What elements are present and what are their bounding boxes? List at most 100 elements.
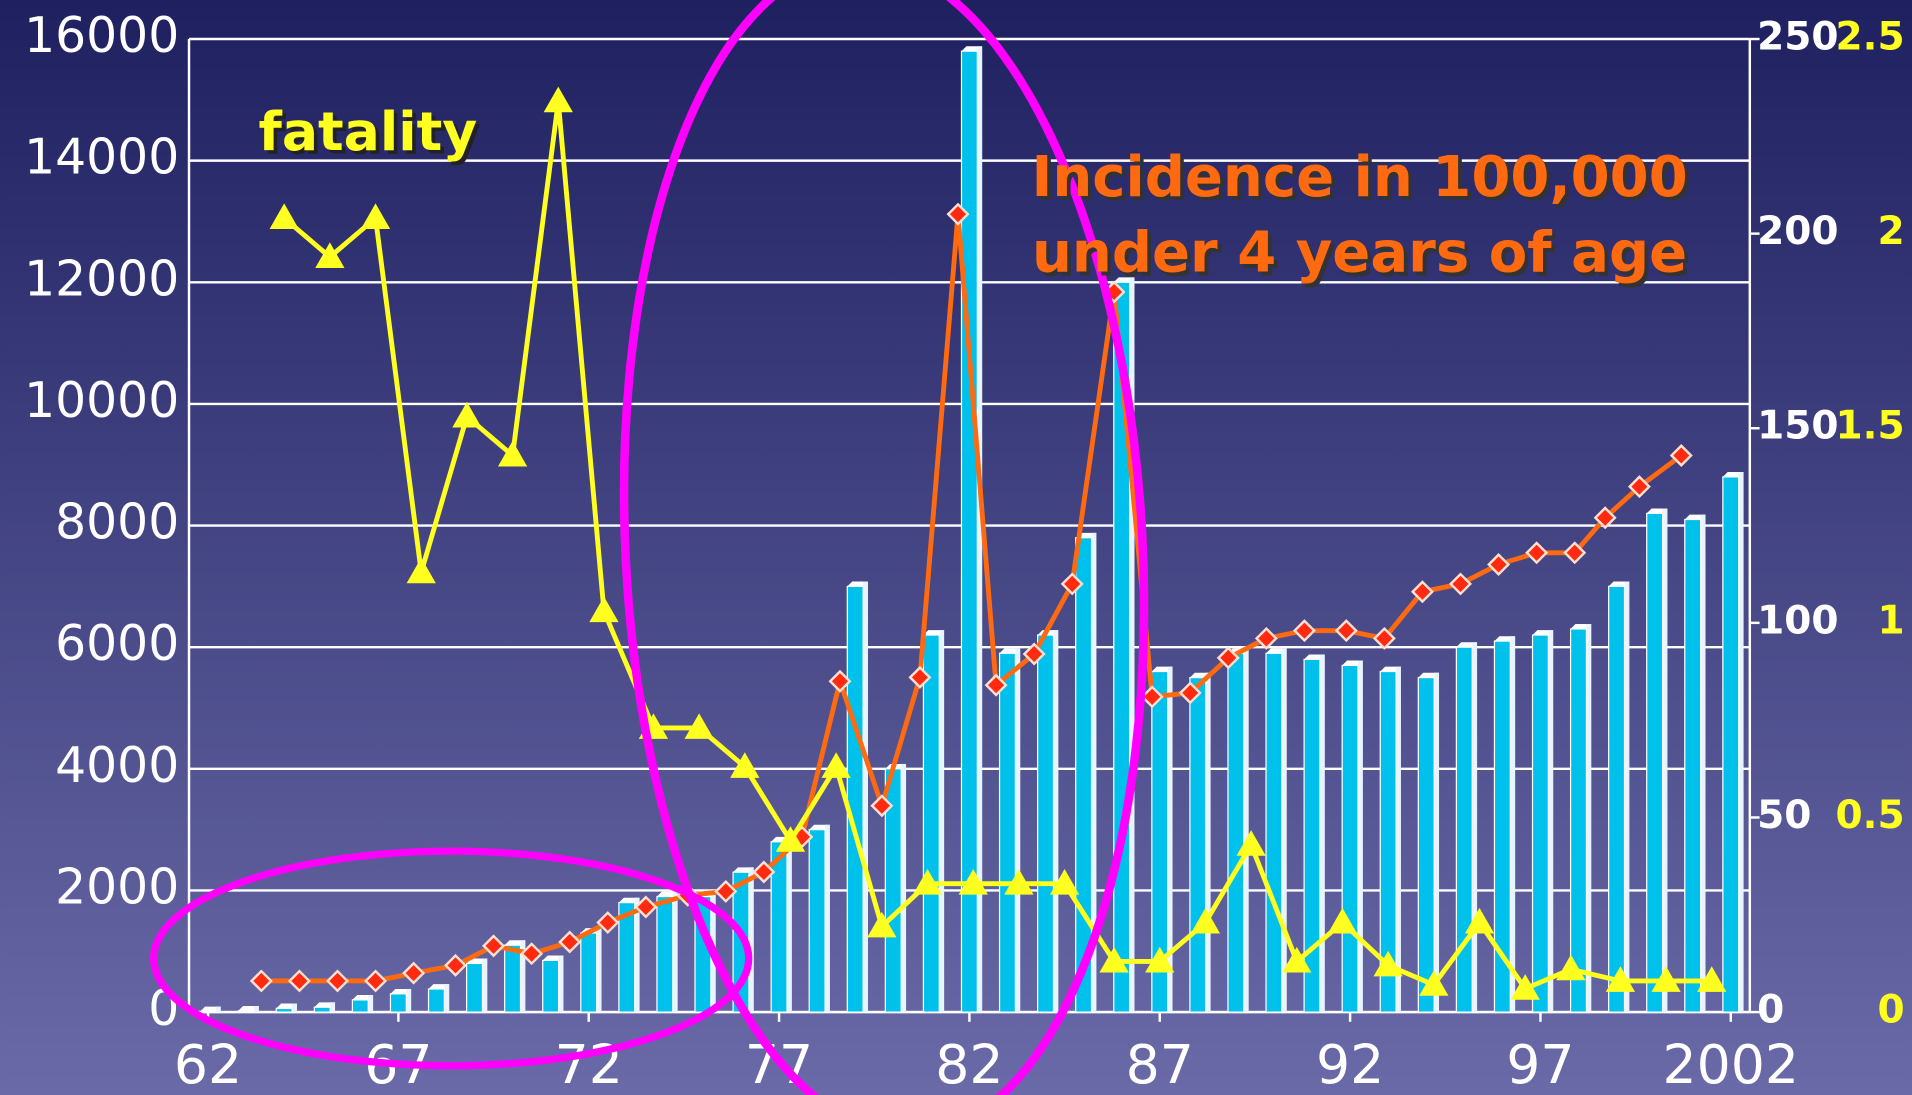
bar-side <box>1281 648 1287 1013</box>
y2-tick-label: 100 <box>1757 598 1838 643</box>
marker <box>315 242 345 268</box>
bar <box>1531 634 1549 1013</box>
marker <box>1049 869 1080 895</box>
marker <box>1060 572 1084 596</box>
bar <box>1455 646 1473 1013</box>
bar-side <box>825 824 830 1013</box>
y3-tick-label: 0 <box>1878 988 1905 1033</box>
marker <box>1004 869 1034 895</box>
marker <box>1593 506 1617 530</box>
bar <box>275 1007 293 1013</box>
bar-top <box>1684 514 1706 520</box>
annotations: fatality fatality Incidence in 100,000 I… <box>259 100 1692 289</box>
bar-top <box>1113 277 1135 283</box>
bar-top <box>999 648 1021 654</box>
bar <box>1075 537 1093 1013</box>
bar-side <box>901 763 907 1013</box>
y2-tick-label: 0 <box>1757 988 1784 1033</box>
annotation-shadow: under 4 years of age <box>1036 224 1691 289</box>
y-tick-label: 14000 <box>24 129 179 186</box>
bar-side <box>1205 672 1211 1013</box>
bar-side <box>1738 472 1744 1013</box>
bar-top <box>428 984 450 989</box>
x-tick-label: 2002 <box>1663 1033 1800 1095</box>
marker <box>364 969 388 993</box>
marker <box>497 440 528 467</box>
y2-tick-label: 200 <box>1757 209 1838 254</box>
bar <box>351 999 369 1013</box>
marker <box>1556 954 1586 981</box>
annotation: Incidence in 100,000 <box>1031 145 1687 210</box>
marker <box>360 203 391 230</box>
bar-side <box>1243 648 1249 1013</box>
bar-side <box>596 928 602 1013</box>
bar <box>1608 585 1626 1013</box>
marker <box>1697 966 1727 992</box>
marker <box>1099 946 1129 973</box>
marker <box>1190 907 1221 934</box>
bar-side <box>1434 672 1440 1013</box>
bar-top <box>1570 624 1592 629</box>
marker <box>520 942 544 966</box>
marker <box>589 596 619 623</box>
x-tick-label: 97 <box>1506 1033 1574 1095</box>
marker <box>402 961 426 985</box>
x-tick-label: 82 <box>935 1033 1003 1095</box>
marker <box>958 869 988 895</box>
bar-side <box>786 836 792 1013</box>
bar <box>389 993 407 1013</box>
bar <box>199 1010 217 1013</box>
marker <box>1510 974 1540 1000</box>
bar-top <box>847 581 869 587</box>
highlight-ellipse <box>149 847 753 1070</box>
bar-side <box>1091 532 1097 1013</box>
marker <box>1487 552 1511 576</box>
marker <box>1627 475 1651 499</box>
marker <box>684 713 714 739</box>
bar-top <box>618 897 640 903</box>
bar-top <box>809 824 830 830</box>
bar-top <box>1151 666 1173 672</box>
y3-tick-label: 2 <box>1878 209 1905 254</box>
bar-side <box>520 940 526 1013</box>
y2-tick-label: 250 <box>1757 15 1838 60</box>
marker <box>1372 626 1396 650</box>
bar-side <box>1396 666 1401 1013</box>
bar <box>1151 670 1169 1013</box>
bar-side <box>1053 630 1059 1013</box>
bar-side <box>1129 277 1135 1013</box>
bar-top <box>200 1006 221 1012</box>
y-tick-label: 2000 <box>55 858 179 915</box>
bar <box>1303 658 1321 1013</box>
marker <box>1525 541 1549 565</box>
bar <box>1227 652 1245 1013</box>
bar <box>922 634 940 1013</box>
bar <box>1684 518 1702 1013</box>
marker <box>482 934 506 958</box>
bar-top <box>733 867 754 873</box>
bar-top <box>276 1003 297 1009</box>
bar-top <box>1532 630 1554 636</box>
bar <box>1493 640 1511 1013</box>
bar-side <box>254 1005 259 1013</box>
bar <box>427 988 445 1013</box>
bar <box>1569 628 1588 1013</box>
bar <box>465 962 484 1013</box>
y-tick-label: 6000 <box>55 615 179 672</box>
bar-side <box>1319 654 1325 1013</box>
bar <box>1417 676 1435 1013</box>
bar-top <box>504 940 526 946</box>
marker <box>452 401 482 428</box>
bar-side <box>368 995 374 1013</box>
bar <box>313 1006 331 1013</box>
marker <box>946 202 970 226</box>
y-tick-label: 12000 <box>24 250 179 307</box>
annotation-shadow: fatality <box>262 104 481 167</box>
bar-side <box>1624 581 1630 1013</box>
marker <box>1140 685 1164 709</box>
y-tick-label: 16000 <box>24 7 179 64</box>
bar-side <box>1510 636 1516 1013</box>
y2-tick-label: 50 <box>1757 793 1811 838</box>
marker <box>1022 642 1046 666</box>
